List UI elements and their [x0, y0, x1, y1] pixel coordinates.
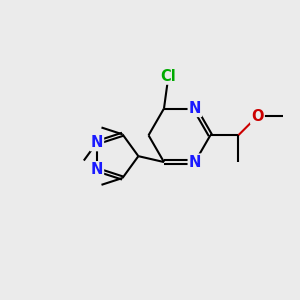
Text: N: N [189, 101, 201, 116]
Text: Cl: Cl [160, 69, 176, 84]
Text: N: N [91, 162, 103, 177]
Text: N: N [91, 135, 103, 150]
Text: O: O [251, 109, 264, 124]
Text: N: N [189, 154, 201, 169]
